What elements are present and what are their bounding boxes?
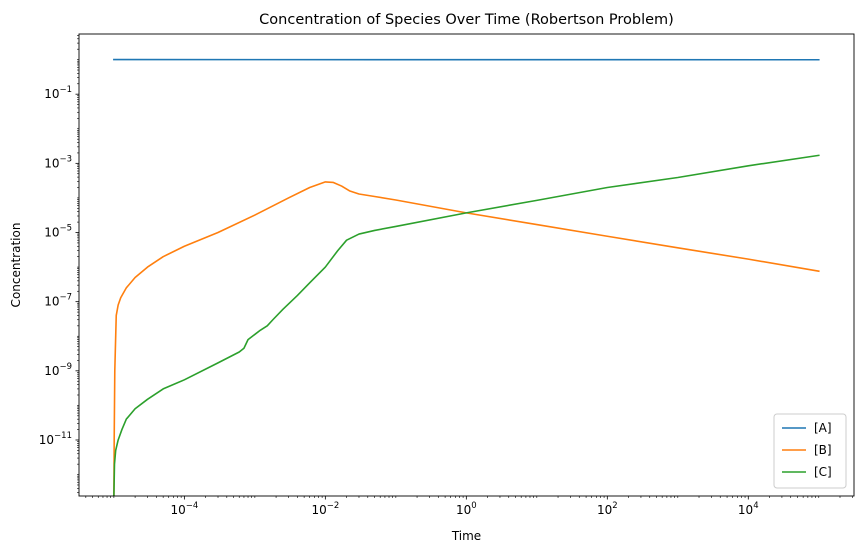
x-tick-label: 10−4 bbox=[170, 501, 198, 517]
x-tick-label: 104 bbox=[738, 501, 759, 517]
y-tick-label: 10−5 bbox=[44, 224, 72, 240]
y-tick-label: 10−7 bbox=[44, 293, 72, 309]
x-tick-label-exponent: −2 bbox=[327, 501, 340, 511]
y-tick-label-exponent: −5 bbox=[59, 224, 72, 234]
x-tick-label-base: 10 bbox=[738, 503, 753, 517]
series-line-3 bbox=[113, 154, 820, 496]
y-tick-label-exponent: −9 bbox=[59, 362, 72, 372]
x-tick-label: 10−2 bbox=[311, 501, 339, 517]
x-tick-label: 100 bbox=[456, 501, 477, 517]
chart-title: Concentration of Species Over Time (Robe… bbox=[259, 12, 674, 28]
legend-label-3: [C] bbox=[814, 465, 832, 479]
legend: [A] [B] [C] bbox=[773, 413, 847, 489]
y-tick-label-exponent: −7 bbox=[59, 293, 72, 303]
series-layer bbox=[113, 58, 820, 496]
x-tick-label: 102 bbox=[597, 501, 618, 517]
y-tick-label-base: 10 bbox=[44, 295, 59, 309]
plot-frame bbox=[78, 33, 855, 497]
x-axis: 10−4 10−2 100 102 104 bbox=[85, 496, 853, 517]
x-tick-label-base: 10 bbox=[456, 503, 471, 517]
x-tick-label-exponent: −4 bbox=[186, 501, 199, 511]
x-tick-label-base: 10 bbox=[311, 503, 326, 517]
x-axis-label: Time bbox=[451, 529, 481, 543]
y-tick-label-exponent: −11 bbox=[54, 431, 72, 441]
y-tick-label: 10−11 bbox=[39, 431, 72, 447]
legend-box bbox=[773, 413, 847, 489]
legend-label-1: [A] bbox=[814, 421, 832, 435]
x-tick-label-base: 10 bbox=[597, 503, 612, 517]
x-tick-label-exponent: 0 bbox=[471, 501, 476, 511]
y-tick-label: 10−3 bbox=[44, 154, 72, 170]
y-tick-label-base: 10 bbox=[39, 433, 54, 447]
x-tick-label-exponent: 4 bbox=[753, 501, 758, 511]
y-tick-label-base: 10 bbox=[44, 364, 59, 378]
y-tick-label-base: 10 bbox=[44, 87, 59, 101]
y-tick-label-exponent: −1 bbox=[59, 85, 72, 95]
y-tick-label-exponent: −3 bbox=[59, 154, 72, 164]
legend-label-2: [B] bbox=[814, 443, 832, 457]
y-tick-label-base: 10 bbox=[44, 226, 59, 240]
y-tick-label: 10−9 bbox=[44, 362, 72, 378]
x-tick-label-base: 10 bbox=[170, 503, 185, 517]
x-tick-label-exponent: 2 bbox=[612, 501, 617, 511]
y-axis-label: Concentration bbox=[9, 223, 23, 308]
y-tick-label: 10−1 bbox=[44, 85, 72, 101]
y-tick-label-base: 10 bbox=[44, 156, 59, 170]
series-line-2 bbox=[113, 181, 820, 496]
